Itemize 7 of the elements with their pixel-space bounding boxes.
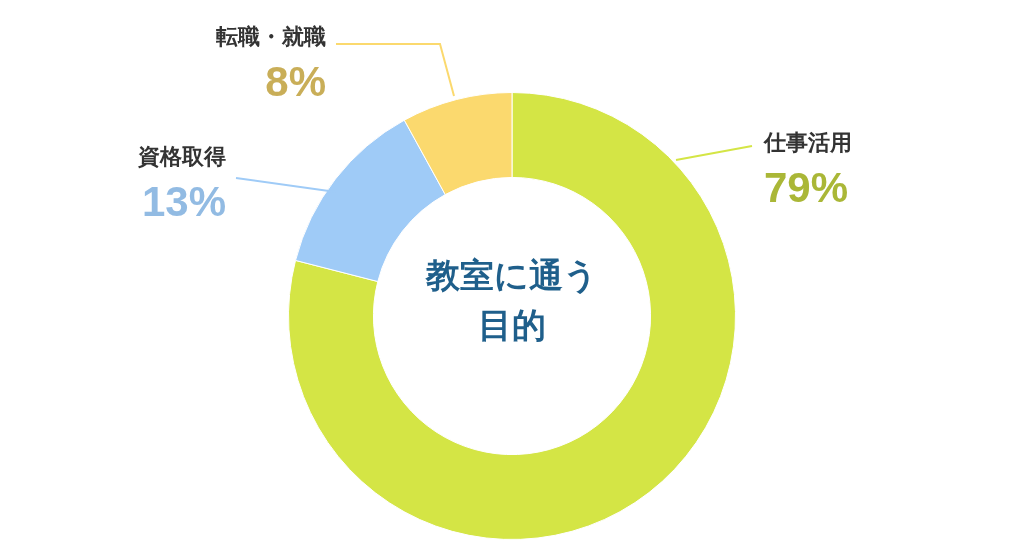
slice-label: 仕事活用 (763, 129, 852, 155)
data-label: 8% (265, 57, 326, 105)
data-label: 79% (764, 163, 849, 211)
text: 教室に通う目的 (424, 254, 599, 347)
data-label: 13% (141, 177, 226, 225)
slice-label: 転職・就職 (216, 23, 326, 49)
slice-label: 資格取得 (137, 143, 226, 169)
